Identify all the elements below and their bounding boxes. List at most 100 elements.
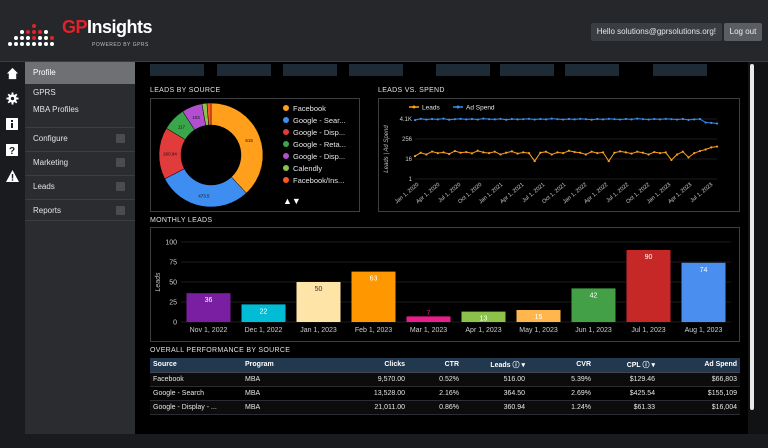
column-header-clicks[interactable]: Clicks	[332, 358, 408, 373]
menu-group-marketing[interactable]: Marketing	[25, 151, 135, 173]
menu-item-profile[interactable]: Profile	[25, 62, 135, 84]
data-point	[453, 149, 456, 153]
cell-source: Facebook	[150, 372, 242, 387]
data-point	[658, 118, 662, 121]
data-point	[653, 117, 656, 121]
menu-item-gprs[interactable]: GPRS	[33, 88, 56, 97]
column-header-cvr[interactable]: CVR	[528, 358, 594, 373]
y-tick-label: 256	[402, 137, 413, 143]
menu-group-configure[interactable]: Configure	[25, 127, 135, 149]
help-icon[interactable]: ?	[5, 143, 19, 157]
home-icon[interactable]	[5, 66, 19, 80]
legend-item[interactable]: Google - Reta...	[283, 140, 346, 149]
bar-chart[interactable]: 0 25 50 75 100 Leads 36 Nov 1, 2022 22 Dec 1, 202…	[151, 228, 739, 341]
legend-item[interactable]: Google - Sear...	[283, 116, 346, 125]
data-point	[624, 117, 627, 121]
data-point	[715, 122, 719, 125]
column-header-ad-spend[interactable]: Ad Spend	[658, 358, 740, 373]
legend-item[interactable]: Calendly	[283, 164, 322, 173]
legend-pager-icon[interactable]: ▲▼	[283, 196, 301, 206]
line-chart[interactable]: Leads Ad Spend 4.1K 256 16 1 Leads | Ad Spend J…	[379, 99, 739, 211]
scorecard	[217, 64, 271, 76]
info-icon[interactable]	[5, 117, 19, 131]
y-tick-label: 16	[405, 157, 412, 163]
data-point	[505, 118, 508, 121]
data-point	[630, 118, 633, 121]
legend-label: Google - Disp...	[293, 128, 346, 137]
column-header-program[interactable]: Program	[242, 358, 332, 373]
data-point	[448, 152, 451, 156]
leads-vs-spend-title: LEADS VS. SPEND	[378, 87, 445, 94]
menu-group-leads[interactable]: Leads	[25, 175, 135, 197]
data-point	[676, 118, 679, 121]
bar-value-label: 63	[370, 276, 378, 283]
cell-clicks: 13,528.00	[332, 386, 408, 401]
data-point	[647, 153, 650, 156]
bar-value-label: 22	[260, 308, 268, 315]
expand-icon[interactable]	[116, 158, 125, 167]
column-header-source[interactable]: Source	[150, 358, 242, 373]
data-point	[681, 150, 684, 153]
menu-group-reports[interactable]: Reports	[25, 199, 135, 221]
user-greeting: Hello solutions@gprsolutions.org!	[590, 23, 722, 41]
data-point	[653, 150, 656, 154]
sort-desc-icon[interactable]: ▾	[521, 361, 525, 369]
menu-item-mba-profiles[interactable]: MBA Profiles	[33, 105, 79, 114]
data-point	[459, 117, 462, 120]
data-point	[493, 118, 496, 121]
scorecard	[653, 64, 707, 76]
data-point	[442, 151, 445, 154]
data-point	[613, 118, 616, 121]
data-point	[607, 159, 610, 163]
expand-icon[interactable]	[116, 182, 125, 191]
data-point	[516, 152, 519, 155]
data-point	[647, 118, 650, 121]
gear-icon[interactable]	[5, 91, 19, 105]
y-tick-label: 100	[165, 240, 177, 247]
data-point	[562, 118, 565, 121]
data-point	[670, 158, 673, 162]
logo-dots-icon	[8, 24, 54, 46]
y-tick-label: 50	[169, 280, 177, 287]
table-row[interactable]: Google - Display - ... MBA 21,011.00 0.8…	[150, 400, 740, 415]
legend-item[interactable]: Google - Disp...	[283, 128, 345, 137]
cell-leads: 516.00	[462, 372, 528, 387]
x-tick-label: Feb 1, 2023	[355, 327, 392, 334]
data-point	[636, 150, 639, 153]
warning-icon[interactable]	[5, 169, 19, 183]
legend-item[interactable]: Facebook/Ins...	[283, 176, 344, 185]
data-point	[505, 151, 508, 154]
data-point	[664, 117, 667, 120]
side-menu: Profile GPRS MBA Profiles Configure Mark…	[25, 62, 135, 434]
bar	[406, 316, 451, 322]
x-tick-label: Mar 1, 2023	[410, 327, 447, 334]
data-point	[590, 118, 593, 121]
cell-ad-spend: $66,803	[658, 372, 740, 387]
main-scrollbar[interactable]	[750, 64, 754, 410]
expand-icon[interactable]	[116, 206, 125, 215]
cell-ad-spend: $155,109	[658, 386, 740, 401]
data-point	[693, 152, 696, 155]
y-tick-label: 4.1K	[400, 117, 412, 123]
scorecard	[436, 64, 490, 76]
column-header-ctr[interactable]: CTR	[408, 358, 462, 373]
column-header-leads[interactable]: Leads ⓘ ▾	[462, 358, 528, 373]
data-point	[658, 152, 662, 155]
gp-insights-logo[interactable]: GPInsights POWERED BY GPRS	[6, 8, 156, 54]
logout-button[interactable]: Log out	[724, 23, 762, 41]
legend-dot-icon	[283, 165, 289, 171]
menu-group-label: Reports	[33, 206, 62, 215]
bar	[186, 293, 231, 322]
legend-item[interactable]: Facebook	[283, 104, 326, 113]
donut-chart[interactable]: 615 473.5 260.94 117 103	[151, 99, 271, 211]
column-header-cpl[interactable]: CPL ⓘ ▾	[594, 358, 658, 373]
legend-item[interactable]: Google - Disp...	[283, 152, 345, 161]
x-tick-label: Nov 1, 2022	[190, 327, 228, 334]
data-point	[430, 117, 434, 121]
sort-icon[interactable]: ▾	[651, 361, 655, 369]
expand-icon[interactable]	[116, 134, 125, 143]
table-row[interactable]: Facebook MBA 9,570.00 0.52% 516.00 5.39%…	[150, 372, 740, 387]
data-point	[419, 117, 422, 120]
table-row[interactable]: Google - Search MBA 13,528.00 2.16% 364.…	[150, 386, 740, 401]
data-point	[676, 153, 679, 156]
